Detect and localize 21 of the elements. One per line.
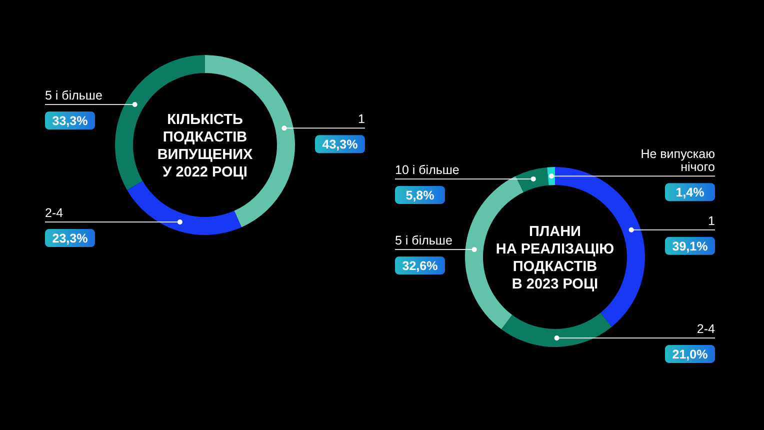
slice-label: 5 і більше [395, 233, 452, 248]
slice-label: Не випускаю нічого [640, 147, 716, 174]
data-label: 5,8% [406, 188, 434, 202]
slice-label: 5 і більше [45, 88, 102, 102]
donut-slice [127, 181, 242, 235]
data-label: 39,1% [672, 239, 708, 254]
text: КІЛЬКІСТЬ ПОДКАСТІВ ВИПУЩЕНИХ У 2022 РОЦІ [157, 112, 253, 180]
data-label: 33,3% [52, 114, 88, 128]
slice-label: 1 [708, 214, 716, 228]
slice-label: 10 і більше [395, 162, 460, 177]
slice-label: 2-4 [696, 322, 716, 336]
slice-label: 2-4 [45, 206, 64, 220]
data-label: 32,6% [402, 258, 438, 273]
donut-slice [516, 167, 549, 192]
data-label: 43,3% [322, 138, 358, 152]
slice-label: 1 [358, 112, 366, 126]
data-label: 21,0% [672, 347, 708, 362]
data-label: 23,3% [52, 232, 88, 246]
donut-slice [501, 312, 612, 347]
text: ПЛАНИ НА РЕАЛІЗАЦІЮ ПОДКАСТІВ В 2023 РОЦІ [496, 224, 614, 292]
data-label: 1,4% [676, 186, 704, 200]
